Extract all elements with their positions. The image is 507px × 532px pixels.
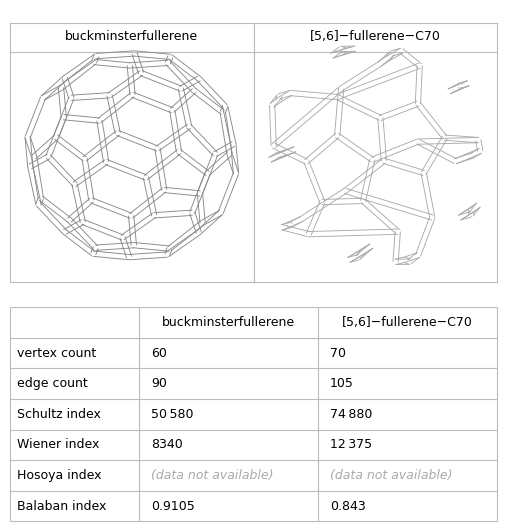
Text: (data not available): (data not available): [151, 469, 274, 482]
Text: 105: 105: [330, 377, 354, 390]
Text: 70: 70: [330, 346, 346, 360]
Text: 0.843: 0.843: [330, 500, 366, 512]
Text: 12 375: 12 375: [330, 438, 372, 451]
Text: Wiener index: Wiener index: [17, 438, 100, 451]
Text: Schultz index: Schultz index: [17, 408, 101, 421]
Text: vertex count: vertex count: [17, 346, 97, 360]
Text: 74 880: 74 880: [330, 408, 372, 421]
Text: Hosoya index: Hosoya index: [17, 469, 102, 482]
Text: 0.9105: 0.9105: [151, 500, 195, 512]
Text: Balaban index: Balaban index: [17, 500, 107, 512]
Text: [5,6]−fullerene−C70: [5,6]−fullerene−C70: [342, 316, 473, 329]
Text: buckminsterfullerene: buckminsterfullerene: [65, 30, 198, 44]
Text: 50 580: 50 580: [151, 408, 194, 421]
Text: buckminsterfullerene: buckminsterfullerene: [162, 316, 295, 329]
Text: (data not available): (data not available): [330, 469, 452, 482]
Text: 8340: 8340: [151, 438, 183, 451]
Text: 90: 90: [151, 377, 167, 390]
Text: [5,6]−fullerene−C70: [5,6]−fullerene−C70: [310, 30, 441, 44]
Text: 60: 60: [151, 346, 167, 360]
Text: edge count: edge count: [17, 377, 88, 390]
